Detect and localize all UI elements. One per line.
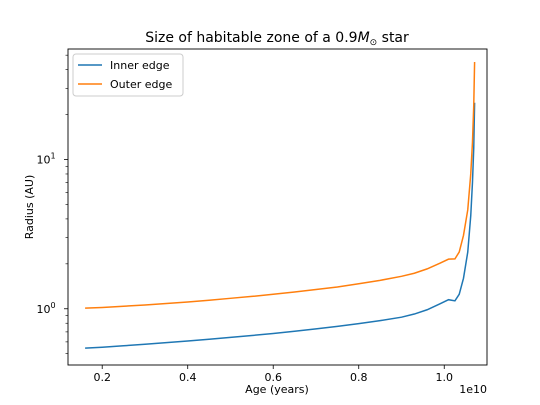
x-axis-offset-label: 1e10 xyxy=(459,383,487,396)
chart-title: Size of habitable zone of a 0.9M⊙ star xyxy=(145,30,409,48)
legend-label-outer-edge: Outer edge xyxy=(110,78,172,91)
y-axis-label: Radius (AU) xyxy=(23,175,36,240)
y-tick-label: 101 xyxy=(36,152,55,167)
x-axis: 0.2 0.4 0.6 0.8 1.0 xyxy=(93,365,453,384)
x-tick-label: 0.8 xyxy=(350,371,368,384)
x-tick-label: 1.0 xyxy=(435,371,453,384)
series-layer xyxy=(85,61,476,349)
x-tick-label: 0.2 xyxy=(93,371,111,384)
series-line-inner-edge xyxy=(85,102,476,349)
plot-frame xyxy=(67,48,488,366)
y-axis: 100 101 xyxy=(36,54,68,354)
legend: Inner edge Outer edge xyxy=(72,53,184,97)
x-tick-label: 0.4 xyxy=(179,371,197,384)
y-tick-label: 100 xyxy=(36,301,55,316)
x-tick-label: 0.6 xyxy=(264,371,282,384)
legend-label-inner-edge: Inner edge xyxy=(110,59,170,72)
x-axis-label: Age (years) xyxy=(245,383,309,396)
series-line-outer-edge xyxy=(85,61,476,309)
